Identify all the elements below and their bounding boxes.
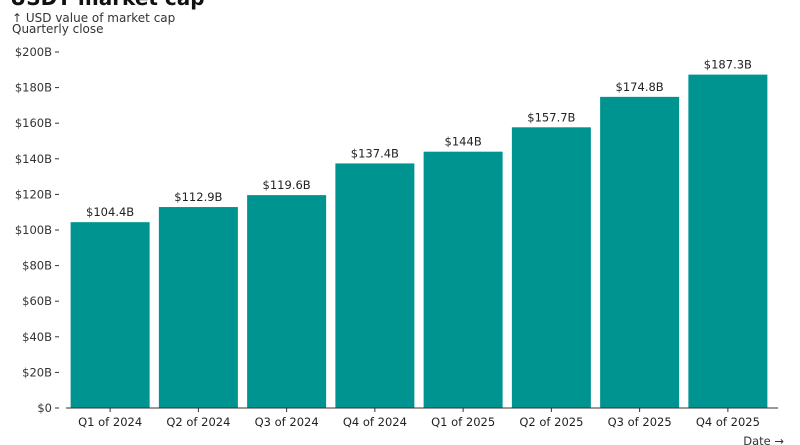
y-tick-label: $20B [22,365,52,379]
data-label: $174.8B [616,80,664,94]
y-tick-label: $200B [15,45,52,59]
bar [158,207,238,408]
y-tick-label: $160B [15,116,52,130]
bar [423,151,503,408]
chart-subtitle: Quarterly close [12,22,104,36]
bar [335,163,415,408]
y-tick-label: $180B [15,81,52,95]
bar [511,127,591,408]
x-tick-label: Q4 of 2024 [343,415,407,429]
data-label: $119.6B [263,178,311,192]
data-label: $157.7B [527,110,575,124]
bar [70,222,150,408]
chart-title: USDT market cap [10,0,205,10]
x-tick-label: Q3 of 2024 [255,415,319,429]
x-tick-label: Q2 of 2025 [519,415,583,429]
data-label: $104.4B [86,205,134,219]
data-label: $187.3B [704,58,752,72]
y-tick-label: $60B [22,294,52,308]
bar [688,74,768,408]
y-tick-label: $40B [22,330,52,344]
x-tick-label: Q3 of 2025 [608,415,672,429]
x-tick-label: Q4 of 2025 [696,415,760,429]
x-axis-label: Date → [743,434,784,445]
x-tick-label: Q1 of 2025 [431,415,495,429]
bar [247,195,327,408]
y-axis-label: ↑ USD value of market cap [12,11,176,25]
x-tick-label: Q1 of 2024 [78,415,142,429]
data-label: $112.9B [174,190,222,204]
y-tick-label: $80B [22,259,52,273]
y-tick-label: $120B [15,187,52,201]
y-tick-label: $100B [15,223,52,237]
data-label: $144B [445,135,482,149]
y-tick-label: $140B [15,152,52,166]
bar [600,96,680,408]
x-tick-label: Q2 of 2024 [166,415,230,429]
data-label: $137.4B [351,146,399,160]
y-tick-label: $0 [37,401,52,415]
